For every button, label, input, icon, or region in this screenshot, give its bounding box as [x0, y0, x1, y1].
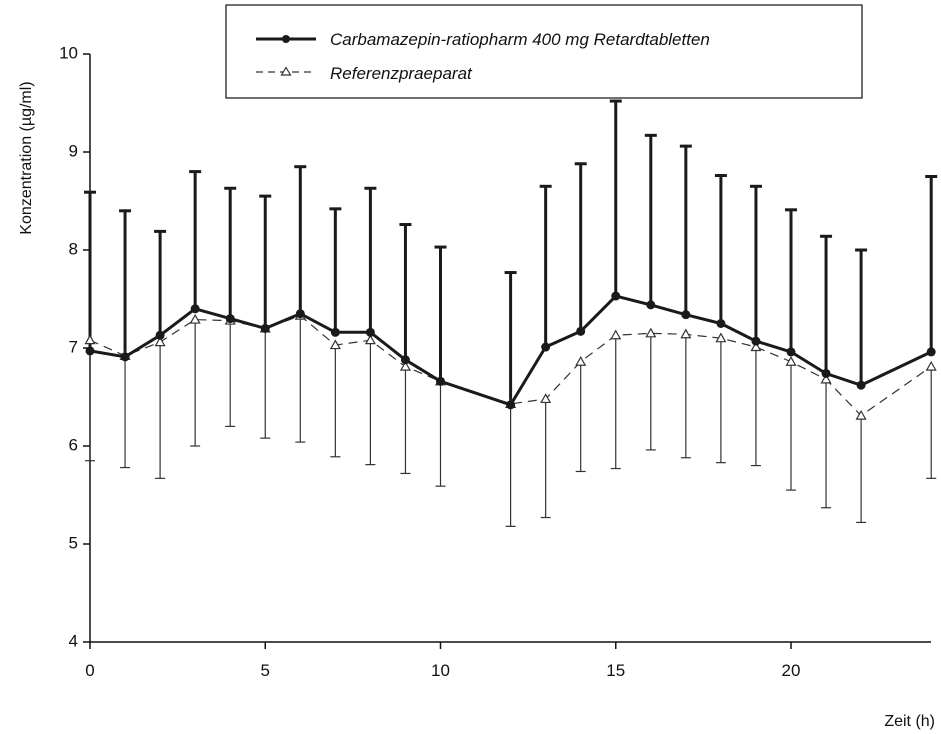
y-tick-label: 5 — [69, 533, 78, 552]
point-carbamazepin — [856, 380, 866, 390]
point-carbamazepin — [926, 347, 936, 357]
point-carbamazepin — [786, 347, 796, 357]
y-tick-label: 6 — [69, 435, 78, 454]
error-bars — [84, 99, 938, 527]
point-carbamazepin — [646, 300, 656, 310]
point-carbamazepin — [436, 376, 445, 386]
x-tick-label: 15 — [606, 661, 625, 680]
point-carbamazepin — [506, 400, 516, 410]
point-referenz — [610, 329, 622, 340]
point-carbamazepin — [365, 327, 375, 337]
point-carbamazepin — [681, 310, 691, 320]
point-carbamazepin — [400, 355, 410, 365]
point-carbamazepin — [716, 319, 726, 328]
legend: Carbamazepin-ratiopharm 400 mg Retardtab… — [225, 4, 863, 99]
point-carbamazepin — [190, 304, 200, 314]
x-tick-label: 20 — [782, 661, 801, 680]
legend-marker-carbamazepin — [282, 35, 290, 43]
y-ticks: 4 5 6 7 8 9 10 — [59, 43, 90, 650]
y-tick-label: 9 — [69, 141, 78, 160]
y-tick-label: 7 — [69, 337, 78, 356]
point-referenz — [645, 327, 657, 338]
point-carbamazepin — [541, 342, 551, 352]
x-tick-label: 10 — [431, 661, 450, 680]
x-ticks: 0 5 10 15 20 — [85, 642, 800, 680]
point-carbamazepin — [751, 336, 761, 346]
point-referenz — [154, 336, 166, 347]
point-carbamazepin — [611, 291, 621, 301]
point-referenz — [540, 393, 552, 404]
point-carbamazepin — [155, 330, 165, 340]
point-carbamazepin — [120, 352, 130, 362]
point-carbamazepin — [821, 368, 831, 378]
x-tick-label: 5 — [261, 661, 270, 680]
point-referenz — [575, 355, 587, 366]
point-referenz — [364, 334, 376, 345]
y-tick-label: 4 — [69, 631, 78, 650]
point-referenz — [84, 334, 96, 345]
point-referenz — [750, 341, 762, 352]
y-axis-title: Konzentration (µg/ml) — [18, 81, 35, 234]
point-carbamazepin — [576, 326, 586, 336]
legend-label-referenz: Referenzpraeparat — [330, 64, 473, 83]
point-carbamazepin — [85, 346, 95, 356]
y-tick-label: 10 — [59, 43, 78, 62]
point-carbamazepin — [295, 309, 305, 319]
point-referenz — [715, 332, 727, 343]
point-carbamazepin — [225, 314, 235, 324]
point-referenz — [925, 360, 937, 371]
legend-label-carbamazepin: Carbamazepin-ratiopharm 400 mg Retardtab… — [330, 30, 710, 49]
series-markers — [84, 291, 937, 420]
point-referenz — [855, 409, 867, 420]
point-referenz — [329, 339, 341, 350]
x-tick-label: 0 — [85, 661, 94, 680]
point-referenz — [785, 355, 797, 366]
point-referenz — [820, 373, 832, 384]
point-referenz — [399, 360, 411, 371]
point-referenz — [680, 328, 692, 339]
point-referenz — [189, 313, 201, 324]
point-carbamazepin — [330, 327, 340, 337]
legend-box — [225, 4, 863, 99]
y-tick-label: 8 — [69, 239, 78, 258]
x-axis-title: Zeit (h) — [884, 713, 935, 730]
point-carbamazepin — [260, 323, 270, 333]
series-line-referenz — [89, 315, 932, 417]
legend-marker-referenz — [280, 66, 292, 76]
